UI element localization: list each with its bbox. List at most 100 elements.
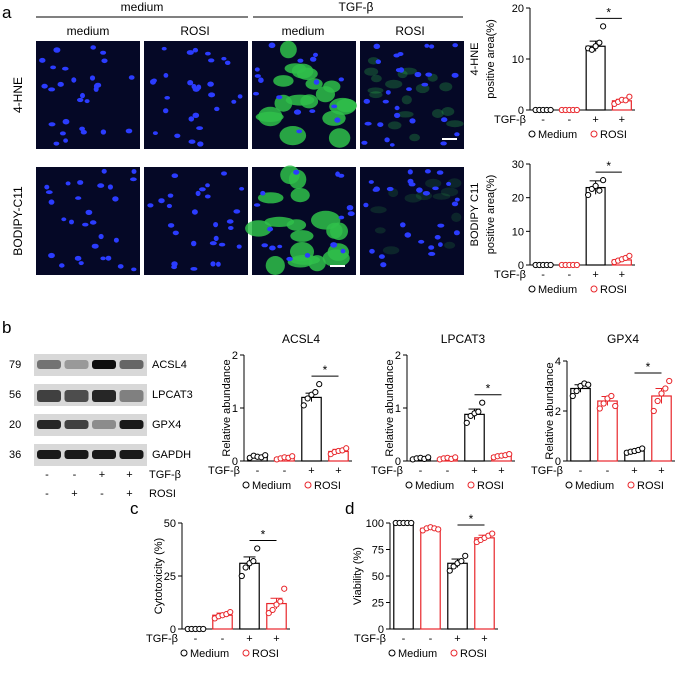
nucleus [418,239,425,244]
blot-band [119,450,144,459]
y-tick-label: 0 [518,260,524,272]
cytoplasm-signal [308,255,326,272]
nucleus [304,253,311,258]
cytoplasm-signal [364,67,379,76]
nucleus [382,99,389,104]
cytoplasm-signal [290,230,314,242]
nucleus [335,171,340,177]
nucleus [451,201,459,207]
nucleus [261,243,269,248]
nucleus [386,186,394,192]
bar [585,186,606,266]
nucleus [407,169,413,175]
data-point [626,93,633,100]
nucleus [91,243,99,249]
x-factor-sign: + [631,465,637,477]
nucleus [48,199,55,205]
cytoplasm-signal [328,128,351,148]
legend-marker-medium [528,285,536,293]
data-point [289,453,296,460]
x-factor-sign: - [419,465,423,477]
nucleus [400,222,406,228]
data-point [596,39,603,46]
nucleus [113,237,119,243]
panel-label-a: a [2,3,12,22]
y-tick-label: 0 [518,105,524,117]
x-factor-sign: + [246,633,252,645]
nucleus [258,77,264,83]
nucleus [340,248,346,254]
nucleus [394,105,400,111]
x-factor-sign: - [568,114,572,126]
cytoplasm-signal [330,222,348,241]
nucleus [313,79,320,85]
nucleus [213,222,219,228]
data-point [250,558,257,565]
x-factor-label: TGF-β [371,465,403,477]
y-tick-label: 75 [372,545,384,557]
nucleus [191,209,198,215]
nucleus [79,126,85,131]
panel-label-d: d [345,499,354,518]
nucleus [394,112,401,118]
cytoplasm-signal [400,67,417,75]
chart-title: ACSL4 [282,332,320,346]
legend-label-rosi: ROSI [460,648,487,660]
nucleus [147,203,154,208]
cytoplasm-signal [323,80,341,93]
y-tick-label: 50 [372,571,384,583]
nucleus [163,108,169,114]
nucleus [293,169,300,175]
nucleus [237,94,243,99]
nucleus [276,95,283,100]
nucleus [330,242,338,248]
nucleus [253,203,261,207]
nucleus [59,131,66,136]
data-point [277,598,284,605]
cytoplasm-signal [370,206,387,214]
x-factor-sign: - [579,465,583,477]
x-factor-sign: - [568,269,572,281]
data-point [600,23,607,30]
nucleus [74,255,82,261]
nucleus [446,181,452,186]
y-tick-label: 0 [378,624,384,636]
legend-marker-rosi [450,649,458,657]
nucleus [163,73,169,78]
blot-sign: - [45,469,49,481]
nucleus [101,168,107,174]
bar [585,45,606,111]
nucleus [338,77,344,82]
micrograph-tile [36,167,140,275]
significance-marker: * [486,382,491,396]
legend-label-rosi: ROSI [252,648,279,660]
nucleus [218,242,226,247]
data-point [612,402,619,410]
nucleus [188,139,196,144]
nucleus [368,180,374,184]
chart-bodipy: 0 10 20 30 BODIPY C11 positive area(%) * TGF-β -… [469,159,635,296]
data-point [425,454,432,461]
legend-marker-medium [528,130,536,138]
nucleus [434,235,441,240]
y-tick-label: 2 [555,406,561,418]
cytoplasm-signal [305,78,323,90]
nucleus [65,181,71,186]
nucleus [117,264,124,269]
x-factor-sign: - [283,465,287,477]
nucleus [210,261,216,267]
blot-marker: 20 [9,419,21,431]
nucleus [190,267,198,271]
legend-marker-rosi [304,481,312,489]
data-point [547,261,554,269]
cytoplasm-signal [382,246,400,255]
cytoplasm-signal [432,193,451,200]
column-header-3: medium [282,24,325,38]
chart-viability: 0 25 50 75 100 Viability (%) * TGF-β - - + + Medium R… [352,512,498,660]
data-point [573,387,580,395]
y-tick-label: 100 [366,518,384,530]
blot-sign: + [71,488,77,500]
bar [570,387,591,462]
nucleus [369,248,375,254]
nucleus [268,42,276,49]
